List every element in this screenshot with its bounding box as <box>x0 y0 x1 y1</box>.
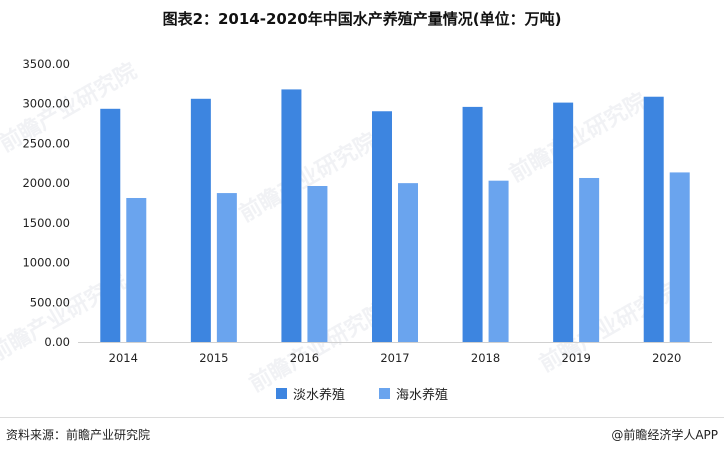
x-tick-label: 2014 <box>109 351 138 365</box>
bar-chart: 0.00 500.00 1000.00 1500.00 2000.00 2500.00 30… <box>22 57 712 365</box>
bars <box>100 89 690 343</box>
bar-freshwater <box>190 98 211 343</box>
y-tick-label: 500.00 <box>30 295 70 309</box>
y-tick-label: 1000.00 <box>22 256 70 270</box>
bar-freshwater <box>553 102 574 342</box>
brand-text: @前瞻经济学人APP <box>611 428 718 442</box>
legend-label-marine: 海水养殖 <box>396 388 449 403</box>
legend: 淡水养殖 海水养殖 <box>0 384 724 403</box>
x-tick-label: 2019 <box>562 351 591 365</box>
bar-freshwater <box>462 106 483 343</box>
bar-marine <box>216 193 237 342</box>
y-tick-label: 0.00 <box>44 335 70 349</box>
bar-freshwater <box>372 111 392 342</box>
x-tick-label: 2017 <box>380 351 409 365</box>
legend-label-freshwater: 淡水养殖 <box>292 388 345 403</box>
legend-swatch-freshwater <box>275 388 287 399</box>
x-tick-label: 2015 <box>199 351 228 365</box>
bar-marine <box>488 180 509 342</box>
x-tick-label: 2018 <box>471 351 500 365</box>
y-axis: 0.00 500.00 1000.00 1500.00 2000.00 2500.00 30… <box>22 57 70 349</box>
footer: 资料来源：前瞻产业研究院 @前瞻经济学人APP <box>0 417 724 453</box>
legend-swatch-marine <box>379 388 390 399</box>
x-tick-label: 2020 <box>652 351 681 365</box>
y-tick-label: 3000.00 <box>22 97 70 111</box>
bar-freshwater <box>100 108 121 342</box>
chart-title: 图表2：2014-2020年中国水产养殖产量情况(单位：万吨) <box>162 10 562 28</box>
bar-freshwater <box>281 89 302 342</box>
bar-marine <box>398 183 418 342</box>
x-axis: 2014 2015 2016 2017 2018 2019 2020 <box>78 342 712 365</box>
bar-marine <box>126 197 147 342</box>
y-tick-label: 1500.00 <box>22 216 70 230</box>
bar-marine <box>307 186 328 342</box>
bar-marine <box>579 177 600 342</box>
y-tick-label: 2500.00 <box>22 136 70 150</box>
bar-marine <box>669 172 690 342</box>
legend-item-marine: 海水养殖 <box>379 384 448 403</box>
y-tick-label: 3500.00 <box>22 57 70 71</box>
source-text: 资料来源：前瞻产业研究院 <box>6 428 151 442</box>
bar-freshwater <box>643 96 664 342</box>
x-tick-label: 2016 <box>290 351 319 365</box>
legend-item-freshwater: 淡水养殖 <box>275 384 345 403</box>
y-tick-label: 2000.00 <box>22 176 70 190</box>
